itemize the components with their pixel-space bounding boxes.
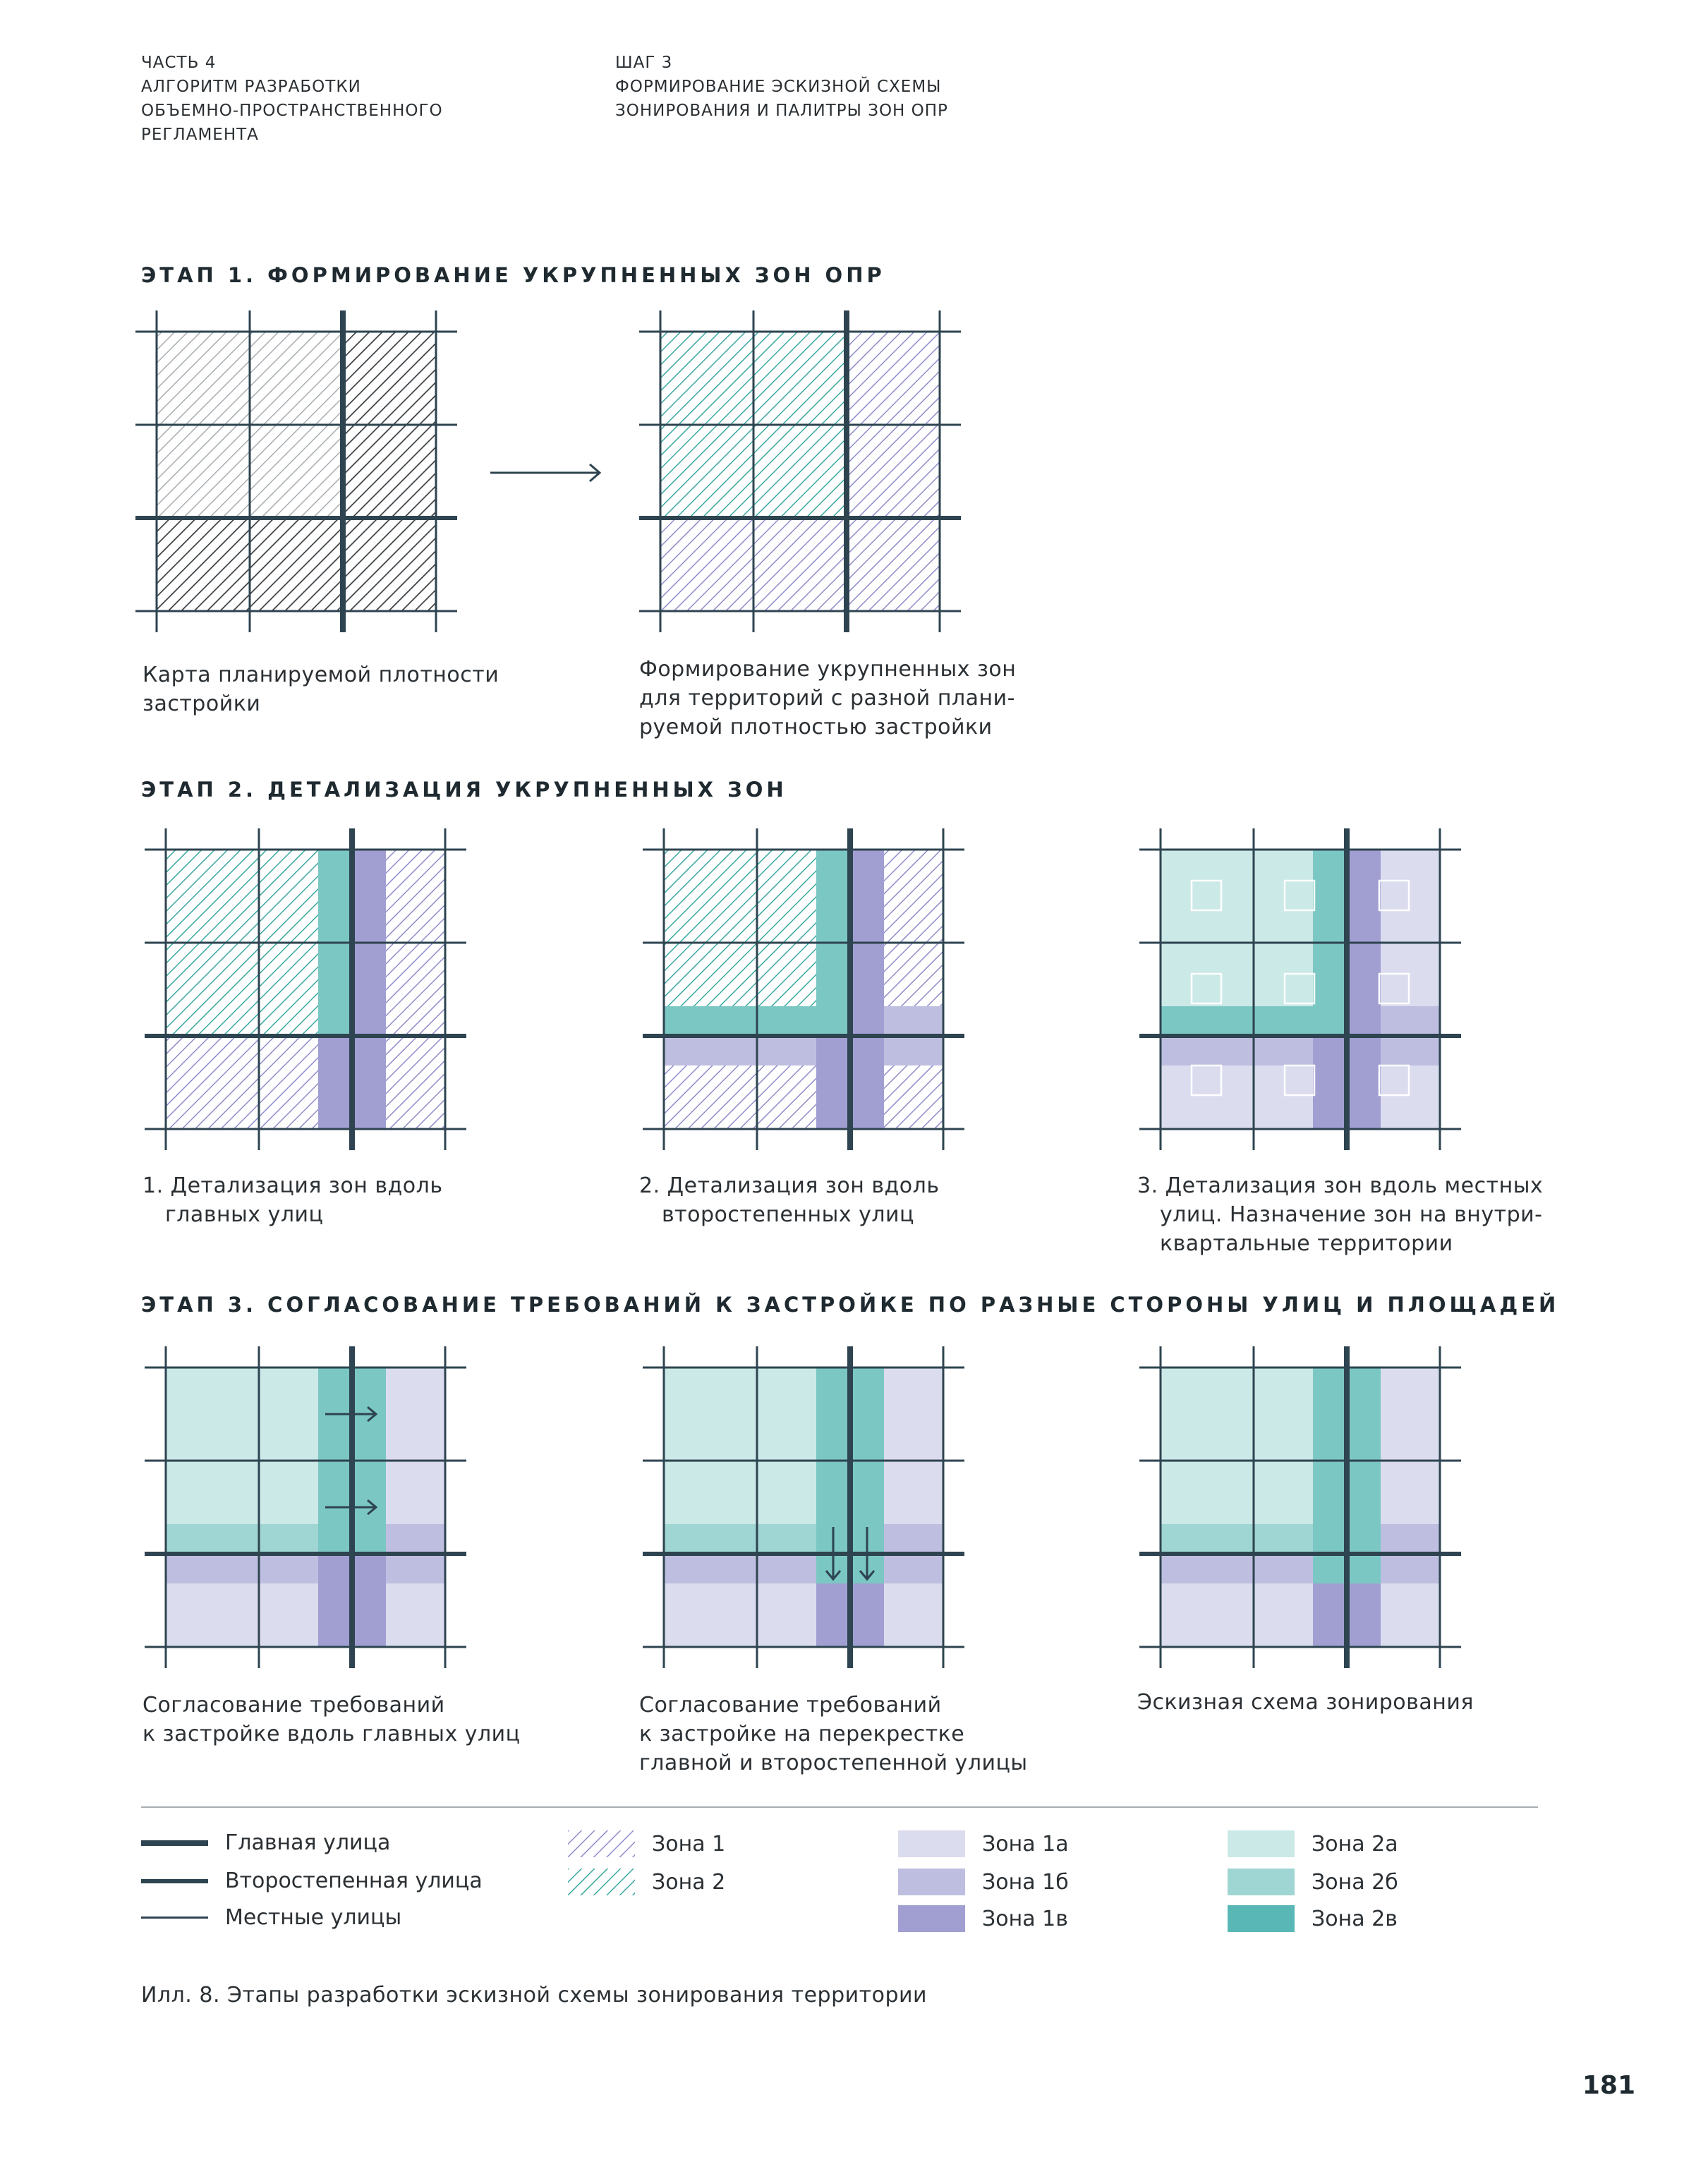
caption-line: Формирование укрупненных зон (639, 657, 1017, 682)
caption-line: главной и второстепенной улицы (639, 1751, 1028, 1775)
arrow-down-icon (825, 1527, 876, 1581)
caption-line: 3. Детализация зон вдоль местных (1137, 1173, 1544, 1198)
legend-label: Местные улицы (225, 1905, 402, 1930)
legend-label: Зона 1 (652, 1831, 726, 1857)
stage1-caption-1: Карта планируемой плотности застройки (143, 660, 499, 718)
caption-line: квартальные территории (1160, 1231, 1453, 1256)
caption-line: для территорий с разной плани- (639, 686, 1015, 711)
caption-line: 2. Детализация зон вдоль (639, 1173, 940, 1198)
stage2-caption-1: 1. Детализация зон вдоль главных улиц (143, 1171, 443, 1229)
legend-zone1b: Зона 1б (898, 1869, 1069, 1895)
caption-line: улиц. Назначение зон на внутри- (1160, 1202, 1543, 1227)
arrow-right-icon (325, 1406, 378, 1516)
local-street-swatch (141, 1917, 208, 1919)
stage3-diagram-main-streets (145, 1346, 466, 1668)
caption-line: второстепенных улиц (662, 1202, 914, 1227)
legend-label: Второстепенная улица (225, 1869, 483, 1893)
stage3-title: ЭТАП 3. СОГЛАСОВАНИЕ ТРЕБОВАНИЙ К ЗАСТРО… (141, 1293, 1560, 1317)
zone2v-swatch (1228, 1905, 1295, 1932)
legend-label: Зона 1а (982, 1831, 1069, 1857)
caption-line: Эскизная схема зонирования (1137, 1690, 1474, 1715)
legend-label: Зона 1б (982, 1869, 1069, 1895)
stage3-caption-2: Согласование требований к застройке на п… (639, 1691, 1028, 1777)
stage2-caption-2: 2. Детализация зон вдоль второстепенных … (639, 1171, 940, 1229)
header-left-line: ЧАСТЬ 4 (141, 54, 217, 72)
caption-line: Согласование требований (143, 1693, 445, 1718)
caption-line: руемой плотностью застройки (639, 715, 993, 740)
legend-zone2v: Зона 2в (1228, 1905, 1398, 1932)
legend-zone1a: Зона 1а (898, 1830, 1069, 1857)
legend-label: Зона 1в (982, 1906, 1068, 1931)
caption-line: Карта планируемой плотности (143, 663, 499, 687)
stage2-diagram-secondary-streets (643, 828, 964, 1150)
stage1-density-map (135, 310, 457, 632)
legend-main-street: Главная улица (141, 1830, 390, 1855)
legend-zone2: Зона 2 (568, 1869, 725, 1895)
legend-label: Главная улица (225, 1830, 391, 1855)
legend-label: Зона 2а (1312, 1831, 1398, 1857)
stage3-diagram-sketch-zoning (1139, 1346, 1461, 1668)
header-left-line: АЛГОРИТМ РАЗРАБОТКИ (141, 78, 361, 96)
caption-line: 1. Детализация зон вдоль (143, 1173, 443, 1198)
figure-caption: Илл. 8. Этапы разработки эскизной схемы … (141, 1983, 928, 2008)
header-right: ШАГ 3 ФОРМИРОВАНИЕ ЭСКИЗНОЙ СХЕМЫ ЗОНИРО… (615, 51, 948, 123)
header-right-line: ФОРМИРОВАНИЕ ЭСКИЗНОЙ СХЕМЫ (615, 78, 942, 96)
secondary-street-swatch (141, 1878, 208, 1883)
legend-local-streets: Местные улицы (141, 1905, 401, 1930)
header-left-line: ОБЪЕМНО-ПРОСТРАНСТВЕННОГО (141, 102, 443, 120)
zone2b-swatch (1228, 1869, 1295, 1895)
zone2-hatch-swatch (568, 1869, 635, 1895)
zone2a-swatch (1228, 1830, 1295, 1857)
legend-zone2a: Зона 2а (1228, 1830, 1398, 1857)
stage1-caption-2: Формирование укрупненных зон для террито… (639, 655, 1016, 742)
local-streets (135, 310, 457, 632)
legend-label: Зона 2б (1312, 1869, 1398, 1895)
arrow-right-icon (490, 463, 602, 483)
stage2-diagram-local-streets (1139, 828, 1461, 1150)
header-right-line: ЗОНИРОВАНИЯ И ПАЛИТРЫ ЗОН ОПР (615, 102, 948, 120)
legend-secondary-street: Второстепенная улица (141, 1869, 483, 1893)
stage3-caption-1: Согласование требований к застройке вдол… (143, 1691, 521, 1749)
divider (141, 1806, 1538, 1808)
header-right-line: ШАГ 3 (615, 54, 673, 72)
zone1a-swatch (898, 1830, 965, 1857)
zone1-hatch-swatch (568, 1830, 635, 1857)
caption-line: к застройке вдоль главных улиц (143, 1722, 521, 1746)
caption-line: застройки (143, 692, 261, 716)
page-number: 181 (1582, 2071, 1635, 2100)
zone1v-swatch (898, 1905, 965, 1932)
stage3-diagram-intersection (643, 1346, 964, 1668)
stage1-title: ЭТАП 1. ФОРМИРОВАНИЕ УКРУПНЕННЫХ ЗОН ОПР (141, 263, 885, 287)
density-blocks (157, 332, 436, 611)
caption-line: к застройке на перекрестке (639, 1722, 965, 1746)
legend-label: Зона 2 (652, 1869, 726, 1895)
stage1-enlarged-zones (639, 310, 961, 632)
stage2-caption-3: 3. Детализация зон вдоль местных улиц. Н… (1137, 1171, 1543, 1258)
header-left: ЧАСТЬ 4 АЛГОРИТМ РАЗРАБОТКИ ОБЪЕМНО-ПРОС… (141, 51, 443, 147)
stage2-diagram-main-streets (145, 828, 466, 1150)
legend-label: Зона 2в (1312, 1906, 1398, 1931)
main-street-swatch (141, 1840, 208, 1846)
legend-zone1v: Зона 1в (898, 1905, 1068, 1932)
legend-zone2b: Зона 2б (1228, 1869, 1398, 1895)
zone1b-swatch (898, 1869, 965, 1895)
legend-zone1: Зона 1 (568, 1830, 725, 1857)
caption-line: Согласование требований (639, 1693, 942, 1718)
stage2-title: ЭТАП 2. ДЕТАЛИЗАЦИЯ УКРУПНЕННЫХ ЗОН (141, 778, 787, 802)
stage3-caption-3: Эскизная схема зонирования (1137, 1688, 1474, 1717)
caption-line: главных улиц (165, 1202, 324, 1227)
header-left-line: РЕГЛАМЕНТА (141, 126, 259, 144)
